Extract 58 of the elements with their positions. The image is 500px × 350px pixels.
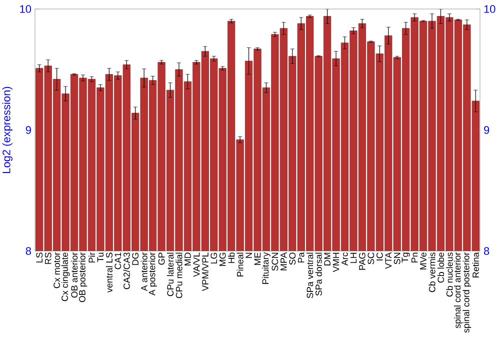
x-tick-label: SN xyxy=(394,252,400,264)
x-tick-label: spinal cord posterior xyxy=(462,252,472,333)
y-axis-title: Log2 (expression) xyxy=(2,86,12,173)
x-tick-label: Pa xyxy=(298,252,304,262)
x-tick-label: LS xyxy=(36,252,43,262)
x-tick-label: SO xyxy=(289,252,296,265)
x-tick-label: GP xyxy=(158,252,165,265)
x-tick-label: Tu xyxy=(97,252,104,262)
x-tick-label: Cx motor xyxy=(54,252,60,288)
x-tick-label: Pir xyxy=(88,252,95,262)
x-tick-label: RS xyxy=(44,252,52,264)
x-tick-label: CA2/CA3 xyxy=(123,252,130,290)
x-tick-label: MVe xyxy=(420,252,426,270)
x-tick-label: Retina xyxy=(472,252,479,278)
x-tick-label: VMH xyxy=(332,252,340,272)
x-tick-label: CA1 xyxy=(114,252,122,270)
x-tick-label: Cb vermis xyxy=(428,252,436,292)
x-tick-label: Cb nucleus xyxy=(446,252,453,297)
x-tick-label: ventral LS xyxy=(106,252,112,293)
x-tick-label: Pineal xyxy=(236,252,244,276)
x-tick-label: SPa ventral xyxy=(306,252,314,298)
x-tick-label: Pituitary xyxy=(262,252,270,284)
x-tick-label: ME xyxy=(254,252,261,265)
x-tick-label: VPM/VPL xyxy=(202,252,208,292)
x-tick-label: DG xyxy=(132,252,139,265)
x-tick-label: Cb lobe xyxy=(437,252,444,283)
x-tick-label: Arc xyxy=(342,252,348,266)
x-tick-label: spinal cord anterior xyxy=(454,252,462,328)
y-tick-label: 9 xyxy=(26,126,31,134)
x-tick-label: CPu lateral xyxy=(166,252,174,296)
y2-tick-label: 10 xyxy=(484,5,496,13)
x-tick-label: A anterior xyxy=(140,252,148,292)
x-tick-label: DM xyxy=(324,252,330,266)
x-tick-label: N xyxy=(246,252,252,258)
x-tick-label: SC xyxy=(368,252,374,264)
x-tick-label: LG xyxy=(210,252,218,264)
x-tick-label: SCN xyxy=(272,252,278,271)
y-tick-label: 8 xyxy=(26,247,31,255)
x-tick-label: Cx cingulate xyxy=(61,252,70,302)
x-tick-label: IC xyxy=(376,252,383,260)
y2-tick-label: 9 xyxy=(484,126,490,134)
y2-tick-label: 8 xyxy=(484,247,490,255)
x-tick-label: Pn xyxy=(411,252,418,262)
y-tick-label: 10 xyxy=(20,5,32,13)
x-tick-label: Hb xyxy=(228,252,235,263)
x-tick-label: MG xyxy=(219,252,226,266)
x-tick-label: VA/VL xyxy=(193,252,200,277)
x-tick-label: OB anterior xyxy=(70,252,78,298)
x-tick-label: CPu medial xyxy=(176,252,182,298)
x-tick-label: MD xyxy=(184,252,191,266)
x-tick-label: LH xyxy=(350,252,357,263)
x-tick-label: Tg xyxy=(402,252,410,262)
x-tick-label: SPa dorsal xyxy=(315,252,322,296)
x-tick-label: VTA xyxy=(385,252,392,269)
x-tick-label: PAG xyxy=(359,252,366,270)
x-tick-label: OB posterior xyxy=(78,252,88,302)
x-tick-label: A posterior xyxy=(148,252,157,296)
x-tick-label: MPA xyxy=(280,252,287,270)
